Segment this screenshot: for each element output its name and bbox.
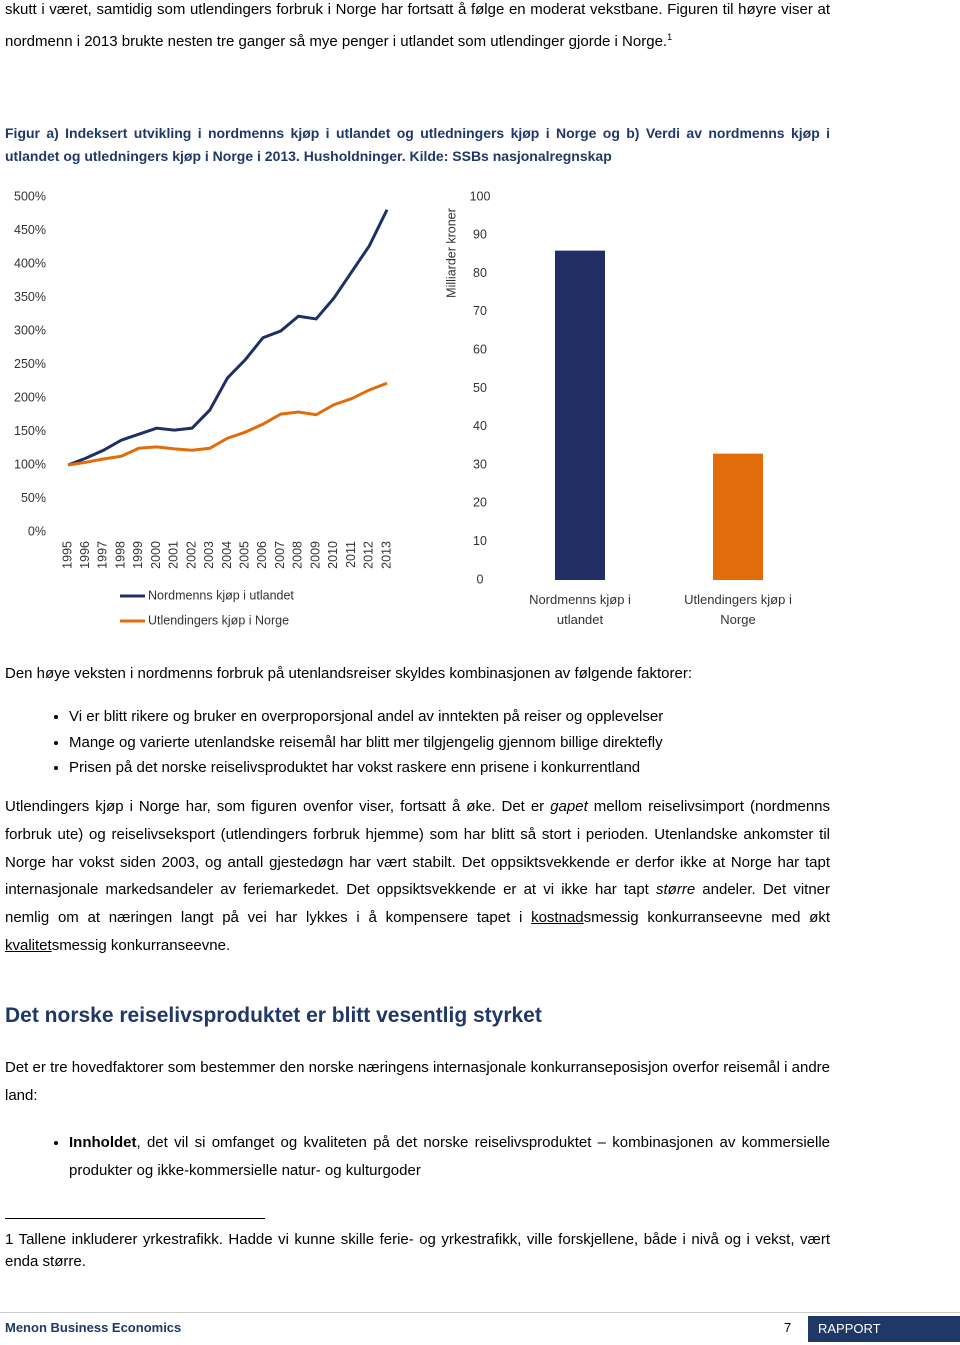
line (67, 209, 389, 467)
text-run: større (656, 881, 696, 899)
legend-label: Utlendingers kjøp i Norge (148, 613, 289, 627)
bullet-bold: Innholdet (69, 1134, 137, 1151)
bar (713, 453, 763, 580)
bullet: Prisen på det norske reiselivsproduktet … (69, 755, 830, 781)
text-run: smessig konkurranseevne. (51, 936, 231, 954)
charts: 0%50%100%150%200%250%300%350%400%450%500… (14, 189, 763, 627)
y-tick-label: 60 (473, 342, 487, 356)
x-tick-label: 2013 (379, 541, 393, 569)
footnote: 1 Tallene inkluderer yrkestrafikk. Hadde… (5, 1229, 830, 1273)
figure-caption: Figur a) Indeksert utvikling i nordmenns… (5, 125, 830, 164)
y-tick-label: 10 (473, 534, 487, 548)
x-tick-label: 2012 (362, 541, 376, 569)
y-tick-label: 0% (28, 524, 46, 538)
y-tick-label: 350% (14, 290, 46, 304)
y-tick-label: 300% (14, 323, 46, 337)
y-axis-label: Milliarder kroner (444, 208, 458, 298)
y-tick-label: 70 (473, 304, 487, 318)
bullet: Mange og varierte utenlandske reisemål h… (69, 730, 830, 756)
text-run: Utlendingers kjøp i Norge har, som figur… (5, 798, 551, 815)
y-tick-label: 40 (473, 419, 487, 433)
y-tick-label: 100 (470, 189, 491, 203)
paragraph: Utlendingers kjøp i Norge har, som figur… (5, 793, 830, 960)
footer-right: RAPPORT (808, 1316, 960, 1342)
footnote-text: Tallene inkluderer yrkestrafikk. Hadde v… (5, 1231, 830, 1270)
intro-text: skutt i været, samtidig som utlendingers… (5, 1, 830, 50)
paragraph2: Det er tre hovedfaktorer som bestemmer d… (5, 1059, 830, 1104)
y-tick-label: 400% (14, 256, 46, 270)
x-tick-label: 2002 (184, 541, 198, 569)
y-tick-label: 100% (14, 457, 46, 471)
x-tick-label: 1997 (96, 541, 110, 569)
text-run: kostnad (531, 909, 584, 927)
x-tick-label: 2006 (255, 541, 269, 569)
page-number: 7 (784, 1320, 792, 1335)
intro: skutt i været, samtidig som utlendingers… (5, 0, 830, 55)
y-tick-label: 50% (21, 491, 46, 505)
y-tick-label: 30 (473, 457, 487, 471)
legend-label: Nordmenns kjøp i utlandet (148, 588, 294, 602)
x-tick-label: 1995 (60, 541, 74, 569)
line (67, 381, 388, 467)
x-tick-label: 2000 (149, 541, 163, 569)
x-tick-label: Nordmenns kjøp i utlandet (529, 592, 631, 627)
x-tick-label: 2003 (202, 541, 216, 569)
y-tick-label: 90 (473, 228, 487, 242)
x-tick-label: 2001 (167, 541, 181, 569)
footnote-rule (5, 1218, 265, 1219)
y-tick-label: 0 (477, 572, 484, 586)
y-tick-label: 50 (473, 381, 487, 395)
bullets: Vi er blitt rikere og bruker en overprop… (5, 704, 830, 781)
text-run: kvalitet (5, 936, 52, 954)
lead: Den høye veksten i nordmenns forbruk på … (5, 665, 693, 682)
x-tick-label: 2004 (220, 541, 234, 569)
bullet-text: , det vil si omfanget og kvaliteten på d… (69, 1134, 830, 1179)
y-tick-label: 150% (14, 424, 46, 438)
bullets2: Innholdet, det vil si omfanget og kvalit… (5, 1129, 830, 1184)
footnote-number: 1 (5, 1231, 14, 1248)
x-tick-label: 2010 (326, 541, 340, 569)
x-tick-label: 2008 (291, 541, 305, 569)
x-tick-label: 2007 (273, 541, 287, 569)
x-tick-label: 2011 (344, 541, 358, 568)
text-run: smessig konkurranseevne med økt (583, 909, 830, 927)
y-tick-label: 200% (14, 390, 46, 404)
x-tick-label: 1999 (131, 541, 145, 569)
footnote-ref: 1 (667, 31, 673, 42)
footer-left: Menon Business Economics (5, 1320, 182, 1335)
x-tick-label: Utlendingers kjøp i Norge (684, 592, 792, 627)
text-run: gapet (550, 798, 588, 815)
x-tick-label: 1998 (113, 541, 127, 569)
y-tick-label: 20 (473, 496, 487, 510)
y-tick-label: 80 (473, 266, 487, 280)
y-tick-label: 500% (14, 189, 46, 203)
x-tick-label: 2005 (238, 541, 252, 569)
y-tick-label: 250% (14, 357, 46, 371)
x-tick-label: 1996 (78, 541, 92, 569)
bullet: Vi er blitt rikere og bruker en overprop… (69, 704, 830, 730)
y-tick-label: 450% (14, 223, 46, 237)
bullet: Innholdet, det vil si omfanget og kvalit… (69, 1129, 830, 1184)
text-run: mellom reiselivsimport (nordmenns forbru… (5, 798, 831, 899)
x-tick-label: 2009 (308, 541, 322, 569)
footer-rule (0, 1312, 960, 1313)
bar (555, 250, 605, 580)
text-run: andeler. Det vitner nemlig om at næringe… (5, 881, 830, 927)
heading: Det norske reiselivsproduktet er blitt v… (5, 1004, 542, 1027)
